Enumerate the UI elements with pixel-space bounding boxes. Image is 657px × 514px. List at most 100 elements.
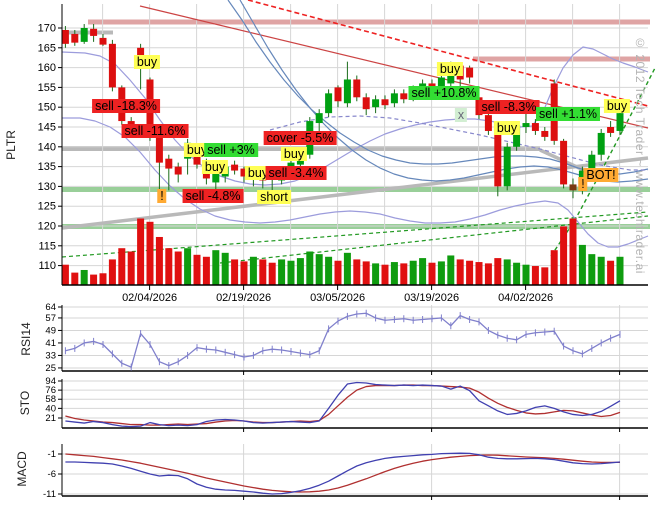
signal-label-win: sell +10.8%	[408, 86, 480, 100]
volume-bar	[494, 258, 502, 285]
volume-bar	[447, 255, 455, 285]
volume-bar	[550, 250, 558, 285]
green-trend-2	[219, 215, 649, 264]
volume-bar	[569, 218, 577, 285]
upper-envelope	[61, 46, 649, 186]
signal-label-sell: cover -5.5%	[263, 131, 337, 145]
candle-body	[437, 77, 445, 88]
signal-label-buy: buy	[183, 143, 211, 157]
volume-bar	[325, 256, 333, 285]
red-trend-dashed	[247, 0, 649, 107]
candle-body	[108, 43, 116, 88]
date-tick-label: 03/05/2026	[310, 292, 365, 304]
volume-bar	[287, 260, 295, 285]
candle-body	[343, 79, 351, 104]
volume-bar	[306, 251, 314, 285]
volume-bar	[362, 261, 370, 285]
signal-label-buy: buy	[603, 99, 631, 113]
signal-label-buy: buy	[493, 121, 521, 135]
volume-bar	[108, 259, 116, 285]
date-tick-label: 04/02/2026	[498, 292, 553, 304]
price-tick-label: 130	[38, 181, 56, 193]
volume-bar	[390, 262, 398, 285]
price-tick-label: 150	[38, 102, 56, 114]
candle-body	[616, 113, 624, 131]
tick-label: 41	[45, 338, 56, 349]
volume-bar	[221, 252, 229, 285]
macd-signal-line	[65, 453, 620, 493]
volume-bar	[249, 256, 257, 285]
price-tick-label: 110	[38, 260, 56, 272]
gray-trend-up	[61, 156, 649, 230]
volume-bar	[184, 248, 192, 285]
volume-bar	[513, 262, 521, 285]
volume-bar	[127, 251, 135, 285]
volume-bar	[315, 254, 323, 285]
rsi-line	[65, 312, 621, 368]
tick-label: 40	[45, 403, 56, 414]
candle-body	[99, 37, 107, 45]
candle-body	[61, 29, 69, 44]
volume-bar	[231, 259, 239, 285]
volume-bar	[522, 264, 530, 285]
volume-bar	[531, 266, 539, 285]
signal-label-win: sell +3%	[204, 143, 258, 157]
volume-bar	[353, 259, 361, 285]
candle-body	[334, 87, 342, 102]
candle-body	[90, 28, 98, 36]
candle-body	[240, 168, 248, 177]
candle-body	[390, 93, 398, 104]
resistance-band-172	[88, 19, 650, 25]
volume-bar	[165, 248, 173, 285]
volume-bar	[99, 273, 107, 285]
volume-bar	[607, 260, 615, 285]
candle-body	[137, 47, 145, 56]
candle-body	[503, 146, 511, 187]
candle-body	[80, 28, 88, 42]
tick-label: 94	[45, 376, 56, 387]
volume-bar	[278, 259, 286, 285]
price-tick-label: 125	[38, 201, 56, 213]
volume-bar	[71, 272, 79, 285]
watermark: © 2012 Tech Trader ~ www.techtrader.ai	[633, 36, 647, 274]
price-tick-label: 120	[38, 221, 56, 233]
signal-label-sell: sell -18.3%	[92, 99, 160, 113]
signal-label-buy: buy	[280, 147, 308, 161]
volume-bar	[503, 259, 511, 285]
candle-body	[597, 132, 605, 155]
volume-bar	[268, 262, 276, 285]
candle-body	[381, 99, 389, 106]
volume-bar	[90, 274, 98, 285]
tick-label: 64	[45, 302, 56, 313]
ma-fast	[227, 0, 649, 175]
volume-bar	[118, 248, 126, 285]
volume-bar	[400, 263, 408, 285]
candle-body	[315, 113, 323, 124]
date-tick-label: 03/19/2026	[404, 292, 459, 304]
candle-body	[522, 123, 530, 127]
tick-label: -1	[48, 449, 56, 460]
volume-bar	[588, 254, 596, 285]
candle-body	[174, 166, 182, 175]
volume-bar	[202, 256, 210, 285]
sto-d-line	[65, 384, 621, 426]
signal-label-buy: buy	[201, 160, 229, 174]
candle-body	[165, 158, 173, 169]
price-tick-label: 160	[38, 62, 56, 74]
volume-bar	[80, 269, 88, 285]
price-tick-label: 135	[38, 161, 56, 173]
signal-label-buy: buy	[133, 55, 161, 69]
volume-bar	[259, 259, 267, 285]
macd-line	[65, 452, 621, 495]
candle-body	[212, 168, 220, 183]
volume-bar	[475, 262, 483, 285]
candle-body	[71, 33, 79, 43]
candle-body	[541, 130, 549, 137]
volume-bar	[174, 251, 182, 285]
price-tick-label: 145	[38, 122, 56, 134]
volume-bar	[155, 236, 163, 285]
candle-body	[362, 97, 370, 110]
tick-label: 76	[45, 385, 56, 396]
